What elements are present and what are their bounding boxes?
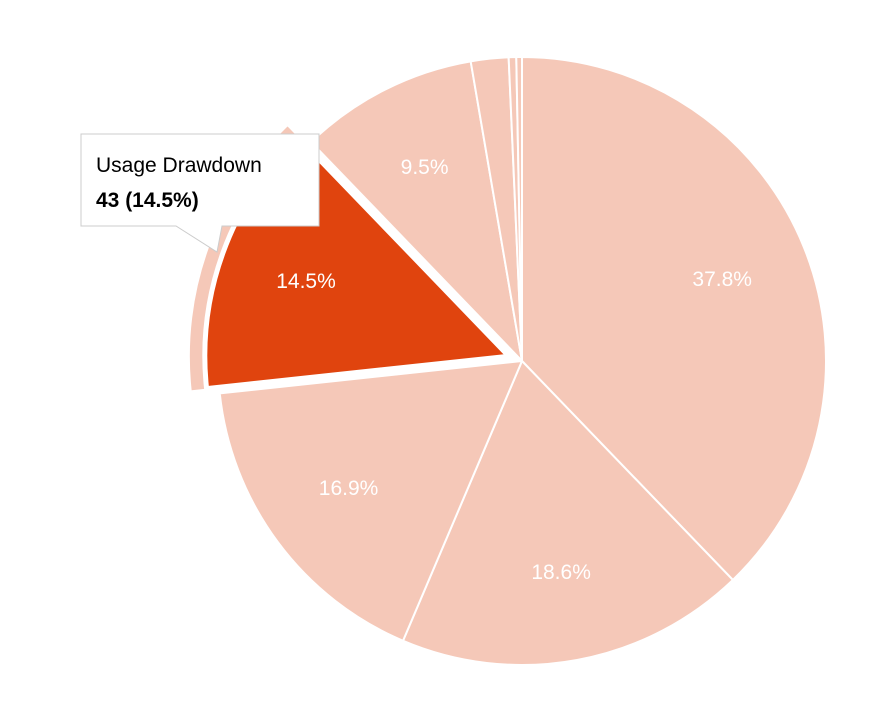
highlight-halo [189, 126, 297, 391]
slices-layer [202, 56, 827, 666]
tooltip-box [80, 133, 320, 253]
pie-slice[interactable] [310, 60, 523, 362]
tooltip: Usage Drawdown 43 (14.5%) [80, 133, 320, 253]
pie-slice[interactable] [521, 56, 827, 581]
pie-slice[interactable] [515, 56, 523, 362]
pie-slice[interactable] [402, 360, 734, 666]
pie-slice[interactable] [218, 360, 523, 642]
tooltip-title: Usage Drawdown [96, 154, 262, 177]
slice-label: 37.8% [692, 268, 752, 291]
slice-label: 9.5% [401, 156, 449, 179]
slice-label: 16.9% [319, 477, 379, 500]
slice-labels-layer: 37.8% 18.6% 16.9% 14.5% 9.5% [276, 156, 752, 584]
highlight-halo-layer [189, 126, 297, 391]
slice-label: 14.5% [276, 270, 336, 293]
slice-label: 18.6% [531, 561, 591, 584]
tooltip-value: 43 (14.5%) [96, 189, 199, 212]
